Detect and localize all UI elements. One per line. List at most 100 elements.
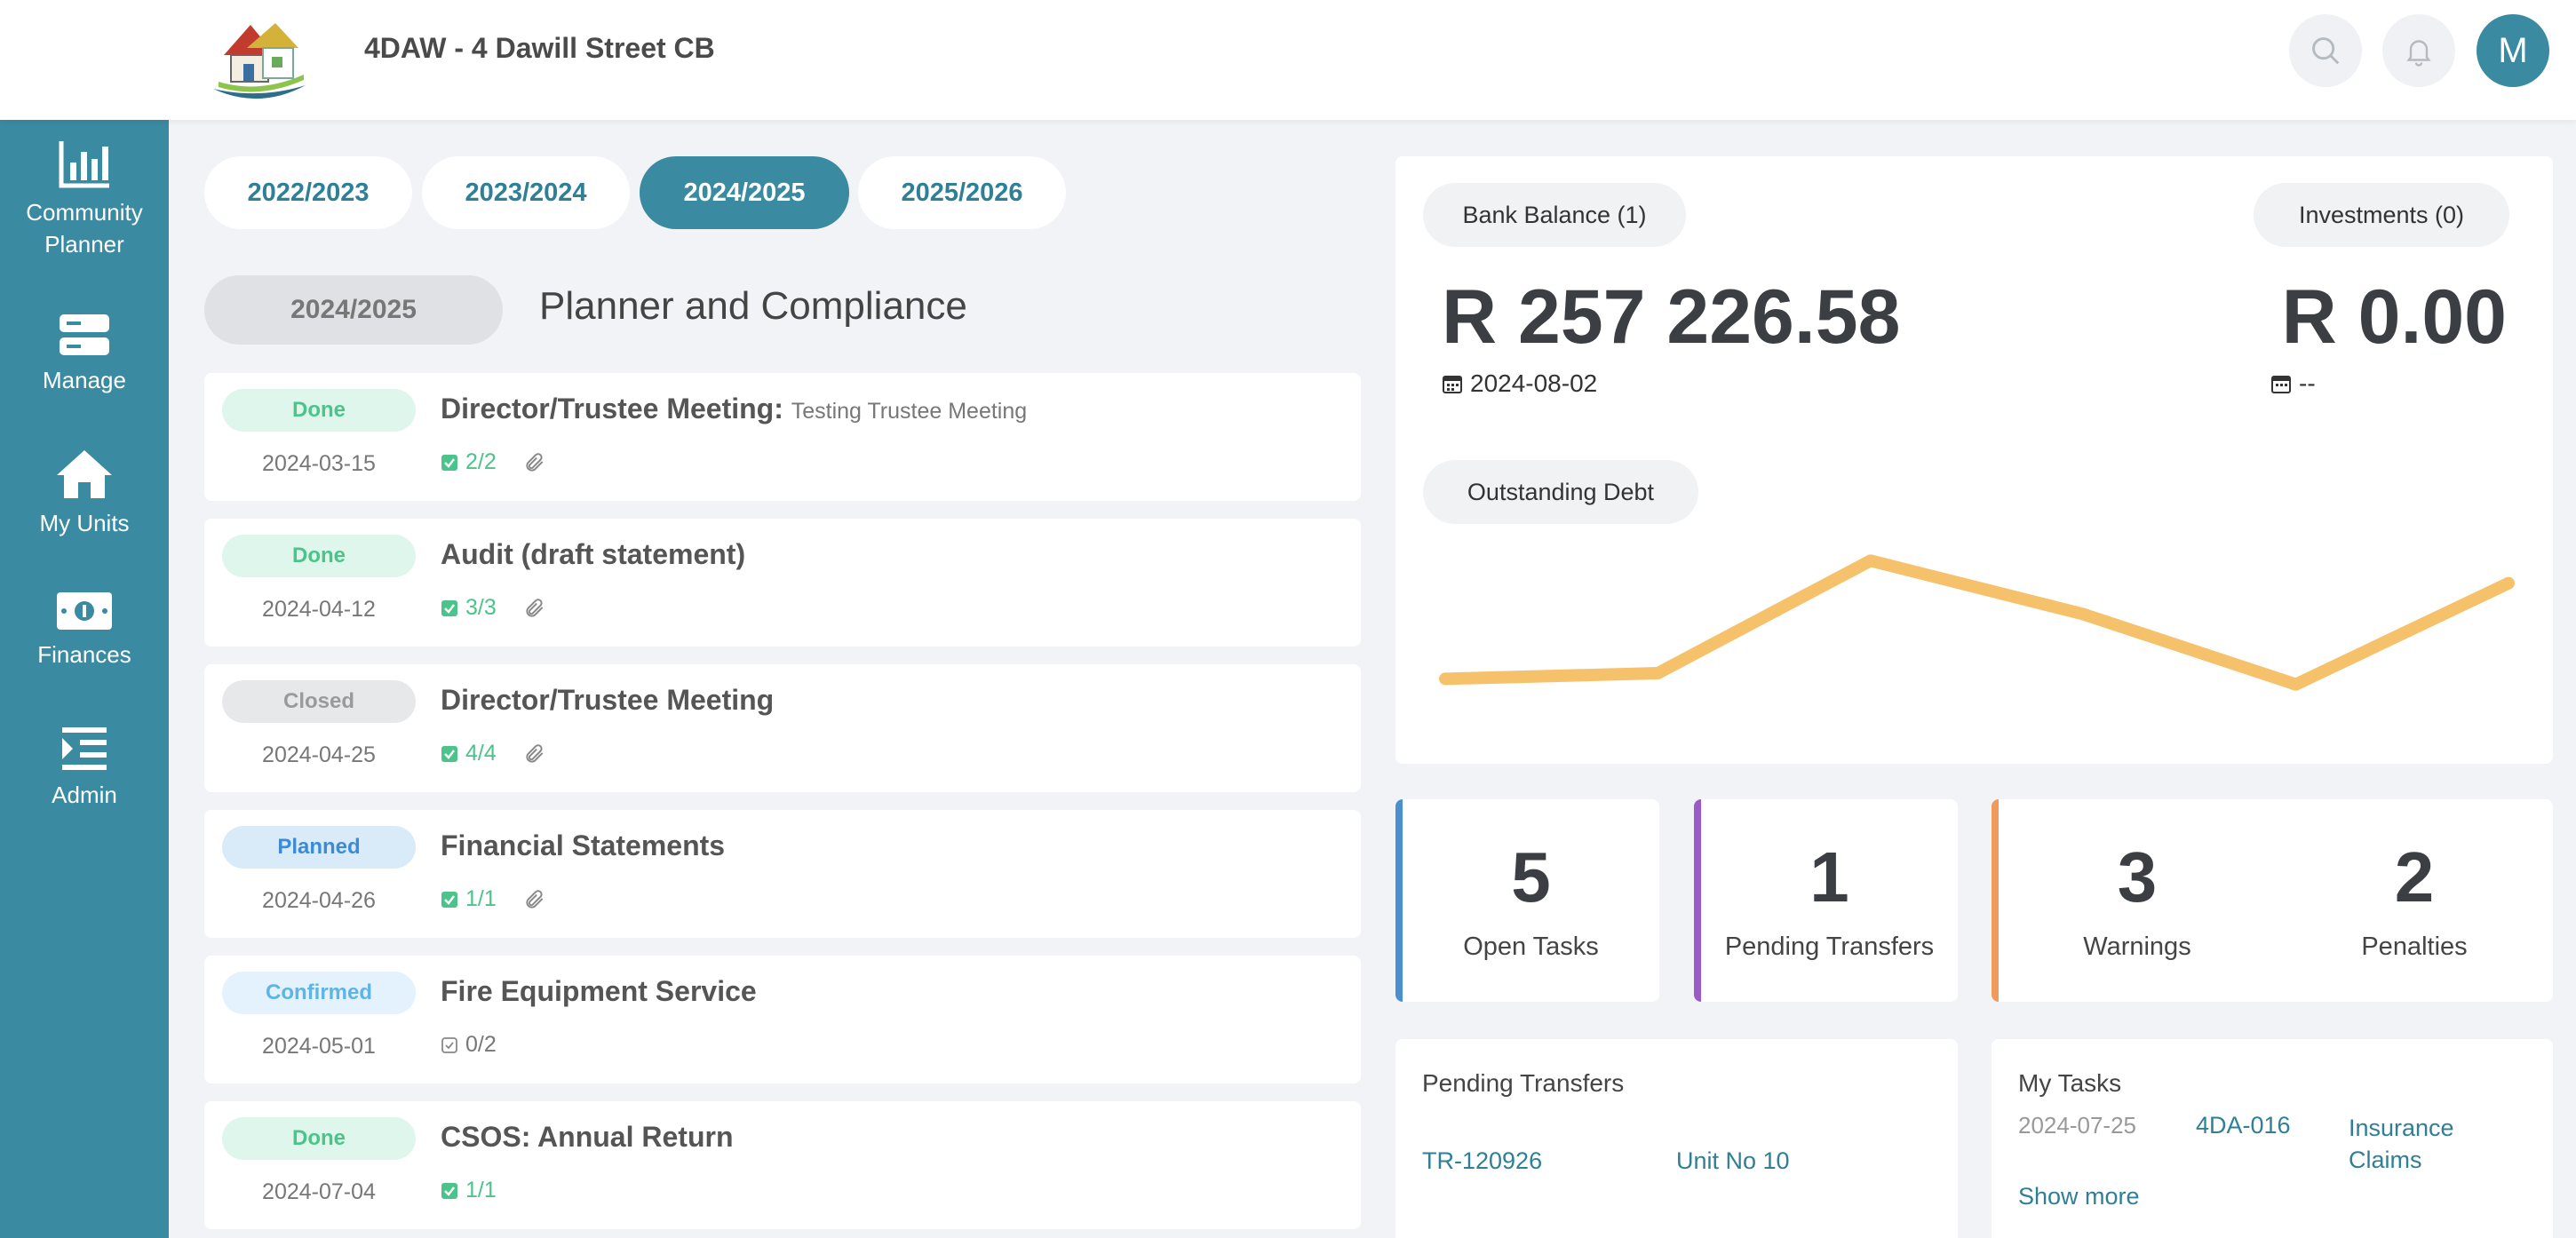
bank-balance-date-text: 2024-08-02 xyxy=(1470,369,1598,397)
investments-chip[interactable]: Investments (0) xyxy=(2254,183,2509,247)
bell-icon xyxy=(2406,40,2431,67)
paperclip-icon[interactable] xyxy=(523,742,546,766)
sidebar-item-community-planner[interactable]: Community Planner xyxy=(0,139,169,260)
tab-year-2022-2023[interactable]: 2022/2023 xyxy=(204,156,412,229)
sidebar-item-manage[interactable]: Manage xyxy=(0,313,169,396)
warnings-block[interactable]: 3 Warnings xyxy=(1999,799,2276,1002)
sidebar-item-my-units[interactable]: My Units xyxy=(0,448,169,539)
paperclip-icon[interactable] xyxy=(523,596,546,621)
event-date: 2024-04-26 xyxy=(262,888,376,913)
event-card[interactable]: Confirmed 2024-05-01 Fire Equipment Serv… xyxy=(204,956,1361,1083)
transfer-ref-link[interactable]: TR-120926 xyxy=(1422,1147,1543,1174)
outstanding-debt-chip[interactable]: Outstanding Debt xyxy=(1423,460,1698,524)
sidebar-item-admin[interactable]: Admin xyxy=(0,726,169,811)
sidebar-item-finances[interactable]: Finances xyxy=(0,591,169,671)
sidebar-item-label: Finances xyxy=(37,641,131,668)
server-icon xyxy=(60,314,109,355)
debt-data-point xyxy=(1439,672,1451,686)
task-ref-link[interactable]: 4DA-016 xyxy=(2196,1112,2291,1139)
event-meta: 4/4 xyxy=(441,741,546,766)
search-icon xyxy=(2312,37,2340,65)
event-date: 2024-05-01 xyxy=(262,1034,376,1059)
event-card[interactable]: Planned 2024-04-26 Financial Statements … xyxy=(204,810,1361,938)
checkbox-checked-icon xyxy=(441,745,457,762)
checkbox-checked-icon xyxy=(441,454,457,471)
panel-title: Pending Transfers xyxy=(1422,1069,1625,1097)
event-title: Director/Trustee Meeting xyxy=(441,684,775,716)
event-date: 2024-03-15 xyxy=(262,451,376,476)
checklist-count: 4/4 xyxy=(465,741,497,766)
sidebar: Community Planner Manage My Units Financ… xyxy=(0,120,169,1238)
sidebar-item-label: Manage xyxy=(43,367,126,393)
user-avatar[interactable]: M xyxy=(2477,14,2549,87)
checkbox-checked-icon xyxy=(441,599,457,616)
status-badge: Confirmed xyxy=(222,972,416,1014)
sidebar-item-label: My Units xyxy=(39,510,130,536)
status-badge: Done xyxy=(222,389,416,432)
task-date: 2024-07-25 xyxy=(2018,1112,2136,1139)
panel-title: My Tasks xyxy=(2018,1069,2122,1097)
my-tasks-panel: My Tasks 2024-07-25 4DA-016 Insurance Cl… xyxy=(1992,1039,2553,1238)
penalties-block[interactable]: 2 Penalties xyxy=(2276,799,2553,1002)
event-card[interactable]: Done 2024-04-12 Audit (draft statement) … xyxy=(204,519,1361,647)
warnings-label: Warnings xyxy=(2083,932,2191,961)
event-title: Fire Equipment Service xyxy=(441,975,757,1007)
event-meta: 0/2 xyxy=(441,1032,497,1058)
show-more-link[interactable]: Show more xyxy=(2018,1183,2140,1210)
open-tasks-card[interactable]: 5 Open Tasks xyxy=(1395,799,1659,1002)
warnings-penalties-card[interactable]: 3 Warnings 2 Penalties xyxy=(1992,799,2553,1002)
debt-data-point xyxy=(2077,607,2090,621)
status-badge: Planned xyxy=(222,826,416,869)
tab-year-2023-2024[interactable]: 2023/2024 xyxy=(422,156,630,229)
outstanding-debt-chart xyxy=(1439,554,2515,691)
debt-series-line xyxy=(1444,554,2512,691)
event-date: 2024-04-25 xyxy=(262,742,376,767)
event-title-text: Director/Trustee Meeting: xyxy=(441,393,783,425)
notifications-button[interactable] xyxy=(2382,14,2455,87)
checkbox-checked-icon xyxy=(441,891,457,908)
checklist-count: 0/2 xyxy=(465,1032,497,1057)
debt-data-point xyxy=(1864,554,1877,567)
home-icon xyxy=(57,450,112,498)
event-meta: 2/2 xyxy=(441,449,546,475)
event-meta: 1/1 xyxy=(441,886,546,912)
tab-year-2024-2025[interactable]: 2024/2025 xyxy=(640,156,849,229)
paperclip-icon[interactable] xyxy=(523,887,546,912)
planner-year-pill: 2024/2025 xyxy=(204,275,503,345)
event-title: Audit (draft statement) xyxy=(441,538,746,570)
event-title: Financial Statements xyxy=(441,829,726,861)
checklist-count: 1/1 xyxy=(465,886,497,911)
transfer-unit-link[interactable]: Unit No 10 xyxy=(1676,1147,1790,1174)
status-badge: Done xyxy=(222,1117,416,1160)
task-category-link[interactable]: Insurance Claims xyxy=(2349,1115,2454,1173)
money-icon xyxy=(57,592,112,630)
investments-amount: R 0.00 xyxy=(2281,274,2507,360)
event-meta: 3/3 xyxy=(441,595,546,621)
list-indent-icon xyxy=(62,727,107,770)
penalties-count: 2 xyxy=(2394,837,2435,917)
checklist-count: 1/1 xyxy=(465,1178,497,1202)
logo xyxy=(213,23,306,99)
event-card[interactable]: Done 2024-07-04 CSOS: Annual Return 1/1 xyxy=(204,1101,1361,1229)
warnings-count: 3 xyxy=(2117,837,2158,917)
checklist-count: 3/3 xyxy=(465,595,497,620)
debt-data-point xyxy=(1651,667,1665,679)
event-card[interactable]: Closed 2024-04-25 Director/Trustee Meeti… xyxy=(204,664,1361,792)
bank-balance-chip[interactable]: Bank Balance (1) xyxy=(1423,183,1686,247)
paperclip-icon[interactable] xyxy=(523,450,546,475)
sidebar-item-label: Admin xyxy=(52,782,117,808)
debt-data-point xyxy=(2502,576,2515,590)
open-tasks-label: Open Tasks xyxy=(1463,932,1599,961)
pending-transfers-count: 1 xyxy=(1809,837,1849,917)
tab-year-2025-2026[interactable]: 2025/2026 xyxy=(858,156,1066,229)
pending-transfers-label: Pending Transfers xyxy=(1724,932,1935,961)
property-title: 4DAW - 4 Dawill Street CB xyxy=(364,32,715,64)
event-card[interactable]: Done 2024-03-15 Director/Trustee Meeting… xyxy=(204,373,1361,501)
bank-balance-date: 2024-08-02 xyxy=(1442,369,1597,398)
debt-data-point xyxy=(2289,678,2302,691)
checklist-count: 2/2 xyxy=(465,449,497,474)
pending-transfers-card[interactable]: 1 Pending Transfers xyxy=(1694,799,1958,1002)
event-date: 2024-04-12 xyxy=(262,597,376,622)
event-title: CSOS: Annual Return xyxy=(441,1121,734,1153)
search-button[interactable] xyxy=(2289,14,2362,87)
